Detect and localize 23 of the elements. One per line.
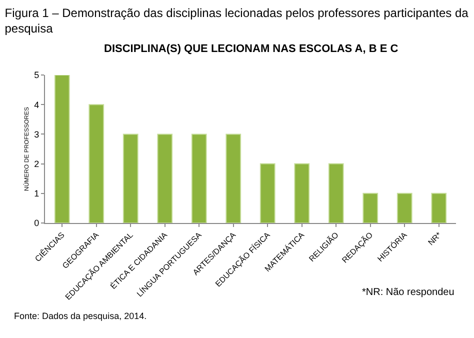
source-note: Fonte: Dados da pesquisa, 2014. xyxy=(14,311,147,321)
y-tick-label: 0 xyxy=(34,218,40,228)
y-tick-label: 5 xyxy=(34,70,40,80)
x-tick-label: NR* xyxy=(426,230,444,248)
bar xyxy=(157,134,173,223)
bar xyxy=(328,163,344,223)
bar xyxy=(431,192,447,223)
y-tick-label: 3 xyxy=(34,129,40,140)
chart-subtitle: DISCIPLINA(S) QUE LECIONAM NAS ESCOLAS A, B E C xyxy=(104,43,398,55)
bar xyxy=(226,134,242,223)
y-tick-label: 2 xyxy=(34,158,40,169)
y-tick-label: 1 xyxy=(34,188,40,199)
bar xyxy=(294,163,310,223)
bar xyxy=(362,192,378,223)
bar xyxy=(260,163,276,223)
bar xyxy=(396,192,412,223)
bar xyxy=(88,104,104,223)
bar xyxy=(191,134,207,223)
bar xyxy=(122,134,138,223)
y-tick-label: 4 xyxy=(34,100,40,110)
text: *NR: Não respondeu xyxy=(362,287,454,298)
chart-title: Figura 1 – Demonstração das disciplinas lecionadas pelos professores participantes da pesquisa xyxy=(4,6,469,36)
bar xyxy=(54,75,70,223)
